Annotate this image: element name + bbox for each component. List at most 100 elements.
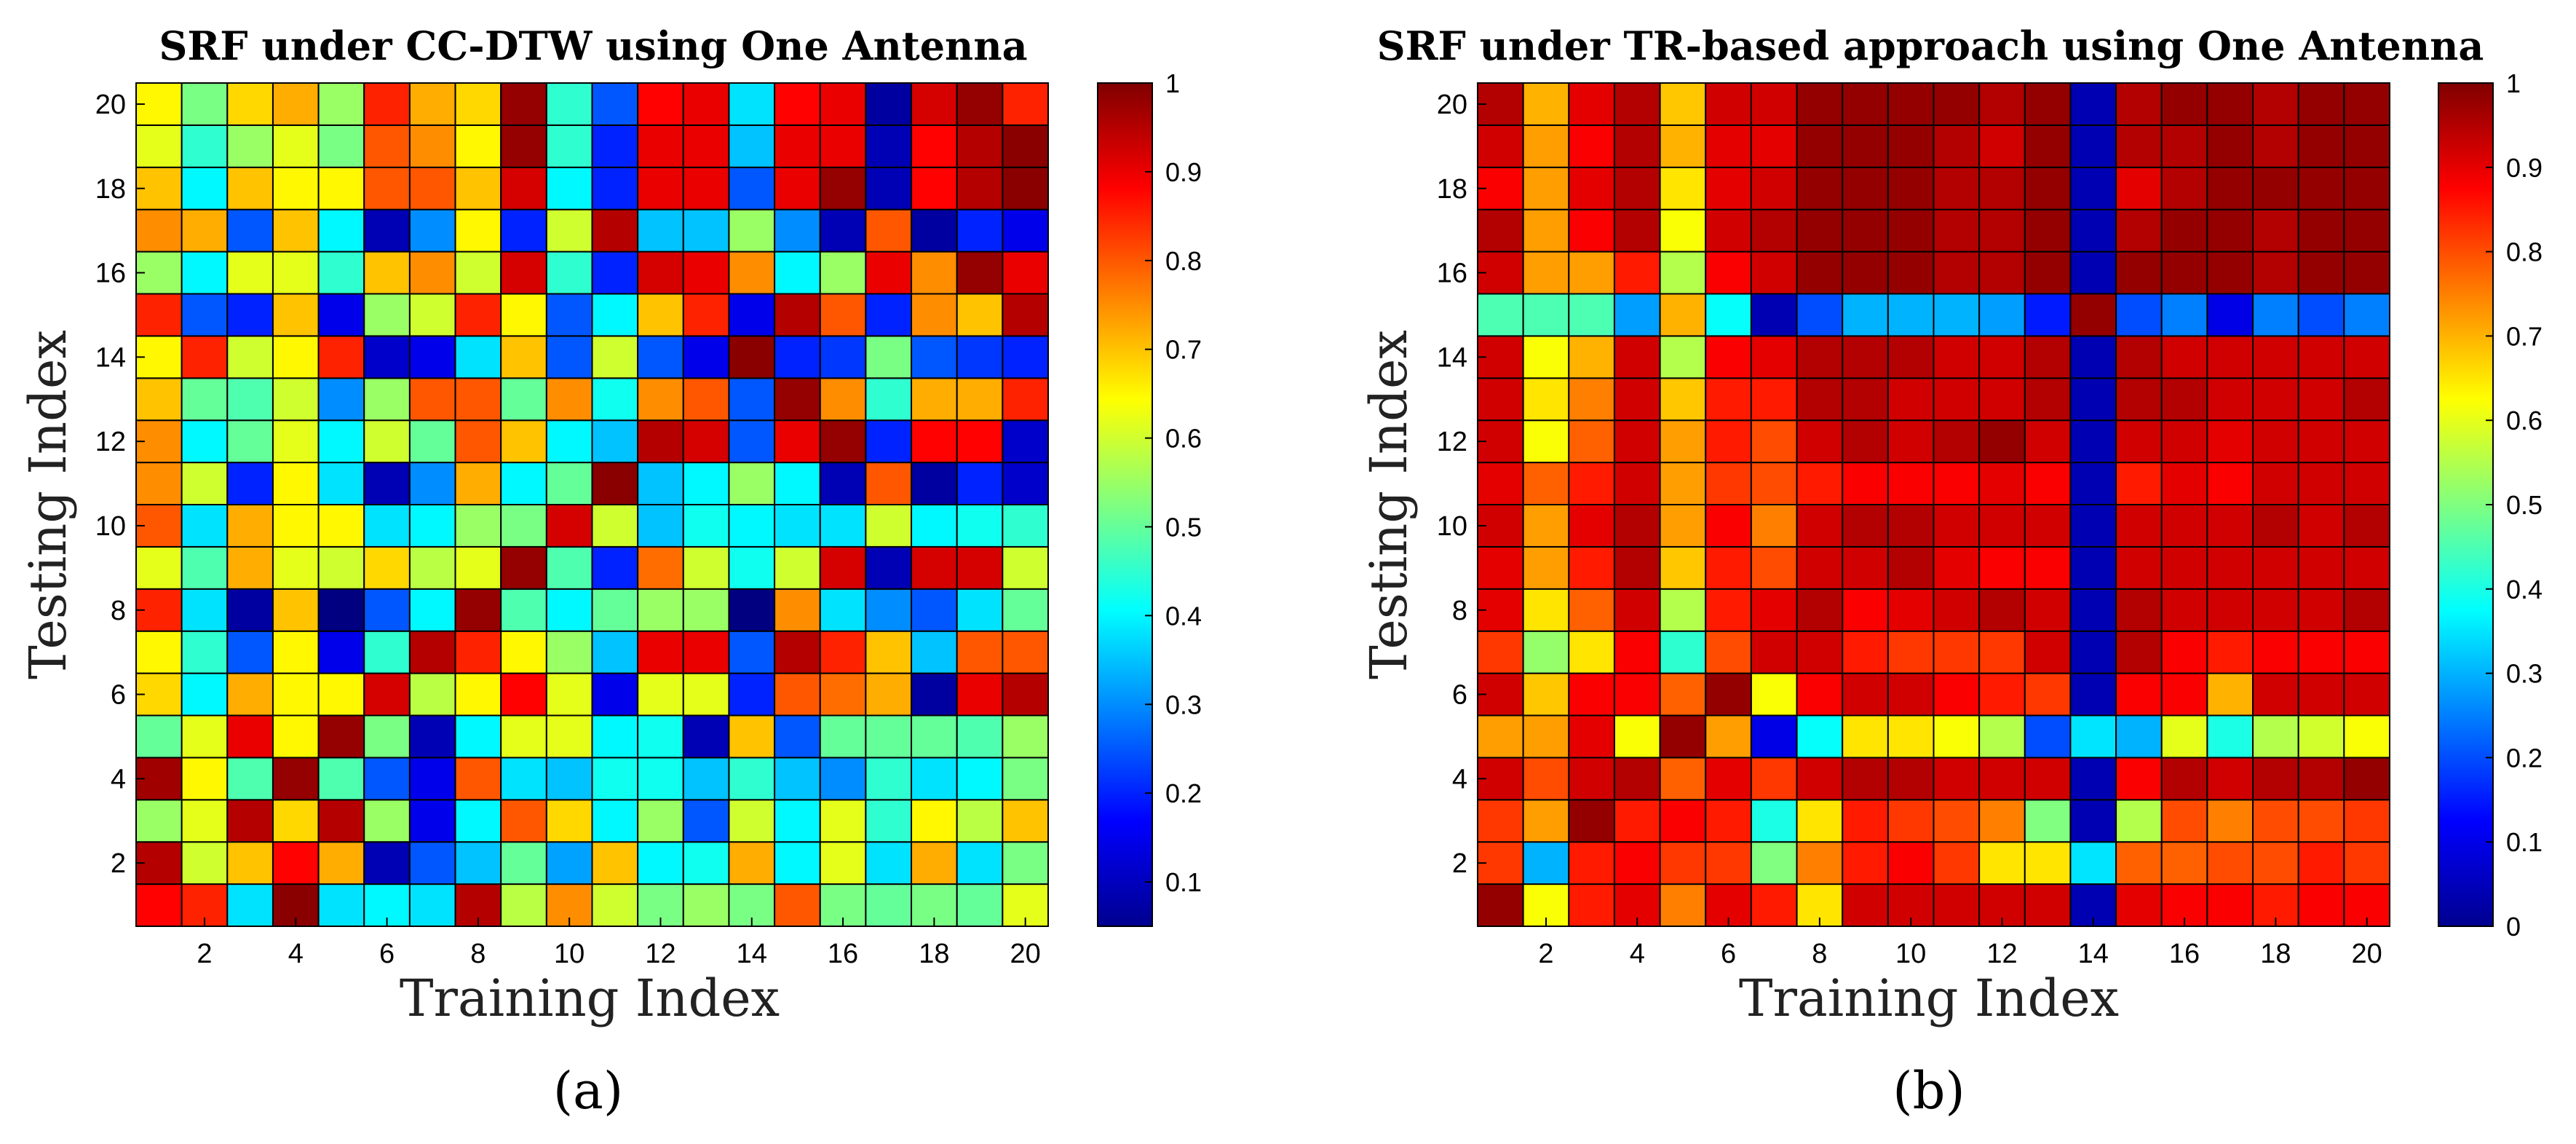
heatmap-cell — [317, 757, 365, 801]
heatmap-cell — [317, 545, 365, 590]
heatmap-cell — [545, 462, 593, 505]
heatmap-cell — [865, 799, 913, 843]
heatmap-cell — [2252, 545, 2299, 590]
heatmap-cell — [226, 799, 274, 843]
heatmap-cell — [956, 545, 1004, 590]
heatmap-cell — [408, 504, 456, 548]
colorbar-tick-label: 0.4 — [2506, 575, 2543, 604]
heatmap-cell — [1978, 799, 2026, 843]
heatmap-cell — [682, 82, 730, 126]
heatmap-cell — [911, 630, 958, 674]
heatmap-cell — [545, 504, 593, 548]
heatmap-cell — [1522, 335, 1570, 379]
heatmap-cell — [363, 124, 411, 168]
heatmap-cell — [1842, 293, 1889, 337]
heatmap-cell — [911, 377, 958, 422]
heatmap-cell — [728, 335, 776, 379]
heatmap-cell — [1568, 293, 1615, 337]
y-tick-label: 4 — [1452, 764, 1467, 794]
heatmap-cell — [2297, 841, 2345, 885]
heatmap-cell — [2343, 166, 2391, 210]
heatmap-cell — [1002, 377, 1049, 422]
heatmap-cell — [1659, 462, 1707, 505]
heatmap-cell — [956, 335, 1004, 379]
chart-a-panel-label: (a) — [553, 1061, 623, 1121]
heatmap-cell — [1842, 630, 1889, 674]
heatmap-cell — [1613, 799, 1661, 843]
heatmap-cell — [1659, 841, 1707, 885]
heatmap-cell — [1522, 714, 1570, 759]
chart-a-colorbar — [1097, 82, 1153, 927]
heatmap-cell — [181, 82, 229, 126]
heatmap-cell — [2252, 504, 2299, 548]
heatmap-cell — [1613, 251, 1661, 295]
heatmap-cell — [1002, 462, 1049, 505]
heatmap-cell — [637, 124, 684, 168]
heatmap-cell — [226, 293, 274, 337]
heatmap-cell — [1568, 377, 1615, 422]
heatmap-cell — [2252, 462, 2299, 505]
x-tick-label: 8 — [1812, 939, 1827, 969]
heatmap-cell — [181, 504, 229, 548]
heatmap-cell — [2024, 545, 2072, 590]
heatmap-cell — [591, 293, 639, 337]
heatmap-cell — [2069, 377, 2117, 422]
heatmap-cell — [408, 841, 456, 885]
heatmap-cell — [1659, 883, 1707, 927]
heatmap-cell — [2252, 251, 2299, 295]
heatmap-cell — [2069, 208, 2117, 253]
heatmap-cell — [774, 293, 821, 337]
heatmap-cell — [865, 883, 913, 927]
heatmap-cell — [911, 672, 958, 717]
colorbar-tick-label: 1 — [2506, 68, 2521, 98]
heatmap-cell — [181, 630, 229, 674]
heatmap-cell — [2297, 124, 2345, 168]
heatmap-cell — [2343, 841, 2391, 885]
heatmap-cell — [637, 208, 684, 253]
heatmap-cell — [272, 545, 320, 590]
heatmap-cell — [1613, 377, 1661, 422]
heatmap-cell — [865, 630, 913, 674]
colorbar-tick-label: 0.5 — [2506, 490, 2543, 520]
heatmap-cell — [728, 799, 776, 843]
heatmap-cell — [1933, 672, 1981, 717]
heatmap-cell — [1978, 841, 2026, 885]
heatmap-cell — [2160, 841, 2208, 885]
heatmap-cell — [317, 419, 365, 464]
heatmap-cell — [2024, 799, 2072, 843]
heatmap-cell — [1002, 124, 1049, 168]
heatmap-cell — [865, 251, 913, 295]
heatmap-cell — [1659, 124, 1707, 168]
heatmap-cell — [637, 588, 684, 632]
heatmap-cell — [2069, 799, 2117, 843]
heatmap-cell — [2343, 714, 2391, 759]
heatmap-cell — [454, 462, 502, 505]
heatmap-cell — [956, 462, 1004, 505]
heatmap-cell — [2069, 672, 2117, 717]
heatmap-cell — [1933, 166, 1981, 210]
heatmap-cell — [545, 208, 593, 253]
heatmap-cell — [408, 714, 456, 759]
heatmap-cell — [545, 841, 593, 885]
heatmap-cell — [363, 166, 411, 210]
heatmap-cell — [1978, 293, 2026, 337]
heatmap-cell — [2297, 714, 2345, 759]
heatmap-cell — [1568, 757, 1615, 801]
heatmap-cell — [1568, 841, 1615, 885]
heatmap-cell — [2343, 630, 2391, 674]
heatmap-cell — [2297, 588, 2345, 632]
heatmap-cell — [1750, 545, 1798, 590]
heatmap-cell — [1796, 124, 1844, 168]
heatmap-cell — [682, 630, 730, 674]
heatmap-cell — [1933, 757, 1981, 801]
heatmap-cell — [454, 251, 502, 295]
heatmap-cell — [1613, 757, 1661, 801]
heatmap-cell — [454, 504, 502, 548]
heatmap-cell — [1568, 588, 1615, 632]
heatmap-cell — [2252, 82, 2299, 126]
heatmap-cell — [865, 124, 913, 168]
heatmap-cell — [317, 714, 365, 759]
heatmap-cell — [363, 545, 411, 590]
heatmap-cell — [1477, 545, 1524, 590]
heatmap-cell — [1842, 588, 1889, 632]
